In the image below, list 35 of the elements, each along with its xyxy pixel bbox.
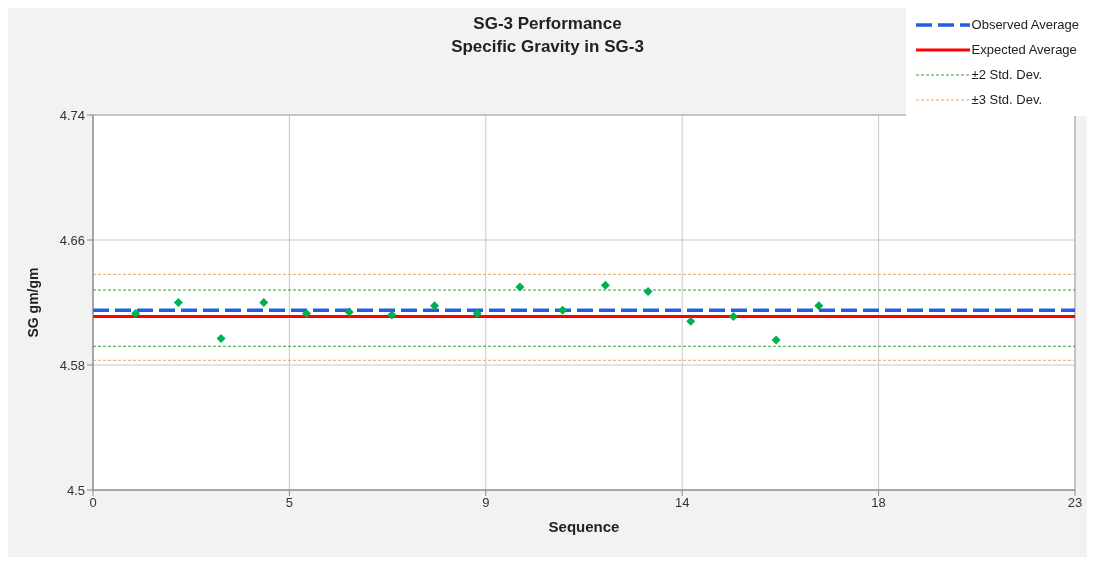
point xyxy=(814,301,824,311)
chart-subtitle: Specific Gravity in SG-3 xyxy=(451,37,644,56)
point xyxy=(430,301,440,311)
legend-label: ±2 Std. Dev. xyxy=(971,67,1043,82)
legend-label: Observed Average xyxy=(971,17,1079,32)
point xyxy=(131,308,141,318)
point xyxy=(771,335,781,345)
x-tick-label: 14 xyxy=(674,495,690,511)
point xyxy=(387,310,397,320)
x-tick-label: 0 xyxy=(89,495,97,511)
x-axis-title: Sequence xyxy=(548,518,620,535)
chart-title: SG-3 Performance xyxy=(473,14,622,33)
point xyxy=(600,280,610,290)
point xyxy=(301,308,311,318)
x-tick-label: 9 xyxy=(482,495,490,511)
point xyxy=(643,287,653,297)
point xyxy=(216,333,226,343)
legend-label: Expected Average xyxy=(971,42,1077,57)
point xyxy=(173,298,183,307)
point xyxy=(472,308,482,318)
y-tick-label: 4.5 xyxy=(66,482,85,498)
y-tick-label: 4.58 xyxy=(59,357,85,373)
point xyxy=(558,305,568,315)
x-tick-label: 5 xyxy=(285,495,294,511)
x-tick-label: 18 xyxy=(871,495,886,511)
point xyxy=(259,298,269,307)
y-tick-label: 4.66 xyxy=(59,232,85,248)
y-axis-title: SG gm/gm xyxy=(24,267,41,338)
point xyxy=(344,307,354,317)
y-tick-label: 4.74 xyxy=(59,107,85,123)
point xyxy=(515,282,525,292)
x-tick-label: 23 xyxy=(1067,495,1083,511)
point xyxy=(686,316,696,326)
point xyxy=(728,312,738,322)
legend-label: ±3 Std. Dev. xyxy=(971,92,1043,107)
